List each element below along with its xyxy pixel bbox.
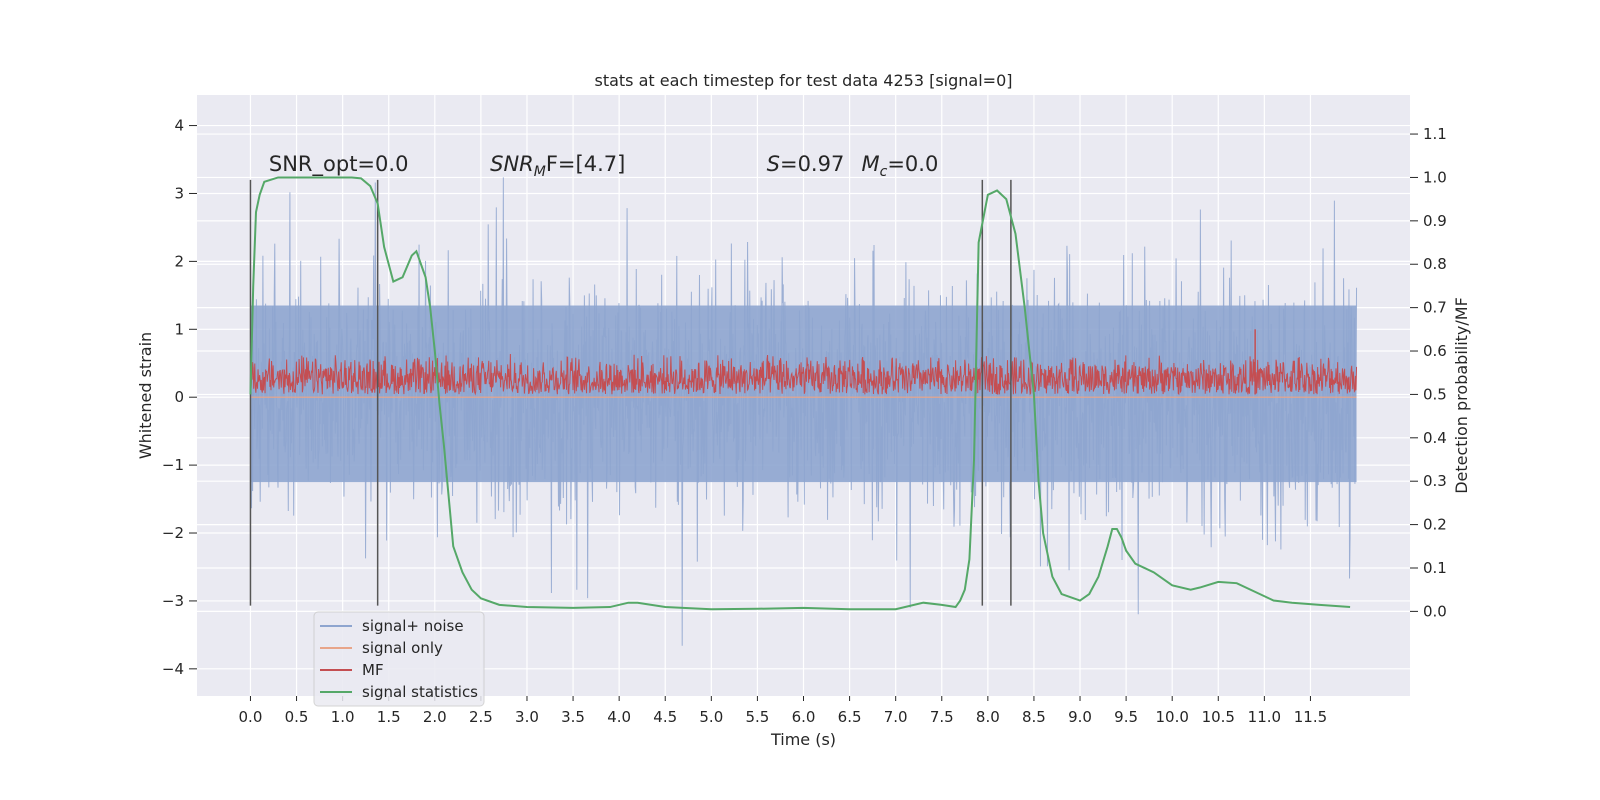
x-tick-label: 6.5 [838,708,862,726]
y-right-tick-label: 0.0 [1423,602,1447,620]
y-right-tick-label: 0.3 [1423,472,1447,490]
y-left-tick-label: −4 [162,660,184,678]
x-axis-label: Time (s) [770,730,836,749]
x-tick-label: 0.0 [239,708,263,726]
y-right-tick-label: 1.1 [1423,125,1447,143]
y-right-tick-label: 0.4 [1423,429,1447,447]
x-tick-label: 10.0 [1155,708,1188,726]
y-right-tick-label: 0.2 [1423,516,1447,534]
x-tick-label: 6.0 [792,708,816,726]
y-axis-left-ticks: 4 3 2 1 0 −1 −2 −3 −4 [162,117,197,678]
x-tick-label: 0.5 [285,708,309,726]
y-left-tick-label: −3 [162,592,184,610]
x-tick-label: 7.0 [884,708,908,726]
x-tick-label: 9.5 [1114,708,1138,726]
x-tick-label: 4.0 [607,708,631,726]
y-left-tick-label: 4 [174,117,184,135]
y-left-tick-label: −2 [162,524,184,542]
y-left-tick-label: 0 [174,388,184,406]
x-tick-label: 9.0 [1068,708,1092,726]
legend-box [313,611,485,707]
y-axis-right-ticks: 1.1 1.0 0.9 0.8 0.7 0.6 0.5 0.4 0.3 0.2 0.1 0.0 [1410,125,1447,620]
signal-noise-core-band [250,305,1357,483]
series-mf [249,329,1358,396]
y-right-tick-label: 0.9 [1423,212,1447,230]
y-right-tick-label: 1.0 [1423,168,1447,186]
y-right-tick-label: 0.1 [1423,559,1447,577]
legend-label: MF [362,661,384,679]
annotation-snr-mf: SNRMF=[4.7] [490,152,625,180]
y-right-tick-label: 0.5 [1423,385,1447,403]
annotations: SNR_opt=0.0 SNRMF=[4.7] S=0.97 Mc=0.0 [269,152,938,180]
legend-label: signal only [362,639,443,657]
x-axis-ticks: 0.0 0.5 1.0 1.5 2.0 2.5 3.0 3.5 4.0 4.5 5.0 5.5 6.0 6… [239,696,1327,726]
y-axis-left-label: Whitened strain [136,332,155,459]
x-tick-label: 11.0 [1248,708,1281,726]
x-tick-label: 10.5 [1202,708,1235,726]
chart-title: stats at each timestep for test data 425… [594,71,1012,90]
series-signal-statistics [249,176,1351,611]
mf-line [249,353,1358,396]
legend: signal+ noise signal only MF signal statist… [313,611,485,707]
x-tick-label: 3.5 [561,708,585,726]
x-tick-label: 1.5 [377,708,401,726]
x-tick-label: 1.0 [331,708,355,726]
y-left-tick-label: 1 [174,320,184,338]
x-tick-label: 7.5 [930,708,954,726]
series-signal-noise [249,177,1358,646]
legend-label: signal statistics [362,683,478,701]
x-tick-label: 5.0 [699,708,723,726]
y-right-tick-label: 0.8 [1423,255,1447,273]
x-tick-label: 2.0 [423,708,447,726]
y-left-tick-label: 2 [174,252,184,270]
x-tick-label: 8.5 [1022,708,1046,726]
x-tick-label: 11.5 [1294,708,1327,726]
annotation-s-mc: S=0.97 Mc=0.0 [767,152,939,180]
x-tick-label: 3.0 [515,708,539,726]
y-axis-right-label: Detection probability/MF [1452,297,1471,494]
y-left-tick-label: 3 [174,184,184,202]
y-right-tick-label: 0.7 [1423,299,1447,317]
x-tick-label: 8.0 [976,708,1000,726]
signal-statistics-line [249,176,1351,611]
x-tick-label: 4.5 [653,708,677,726]
x-tick-label: 2.5 [469,708,493,726]
x-tick-label: 5.5 [745,708,769,726]
annotation-snr-opt: SNR_opt=0.0 [269,152,409,177]
y-right-tick-label: 0.6 [1423,342,1447,360]
legend-label: signal+ noise [362,617,464,635]
y-left-tick-label: −1 [162,456,184,474]
